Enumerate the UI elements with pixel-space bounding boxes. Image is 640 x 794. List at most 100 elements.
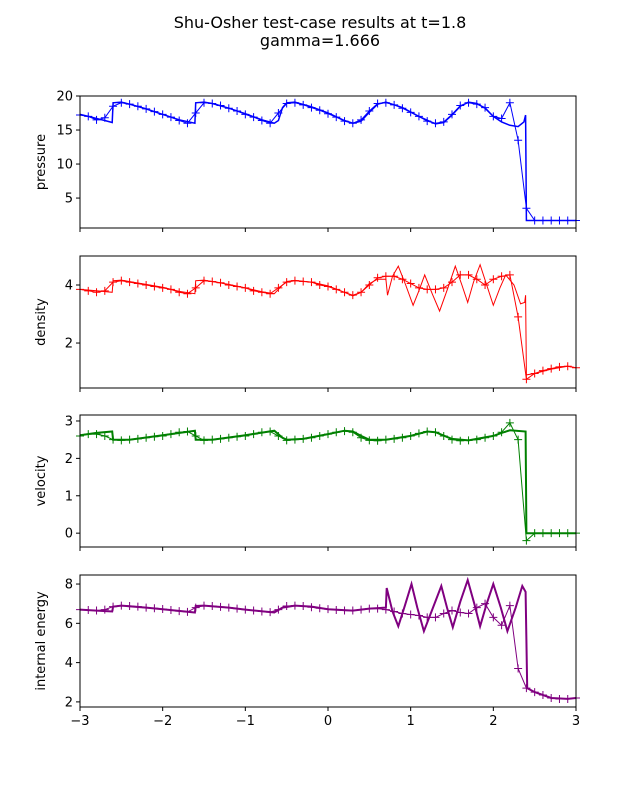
data-point-marker [84, 430, 93, 439]
data-point-marker [183, 289, 192, 298]
data-point-marker [497, 428, 506, 437]
data-point-marker [398, 433, 407, 442]
data-point-marker [233, 432, 242, 441]
x-tick-label: −2 [153, 714, 172, 729]
data-point-marker [282, 436, 291, 445]
data-point-marker [373, 273, 382, 282]
data-point-marker [505, 601, 514, 610]
data-point-marker [538, 691, 547, 700]
data-point-marker [505, 98, 514, 107]
data-point-marker [100, 431, 109, 440]
data-point-marker [133, 279, 142, 288]
chart-subtitle: gamma=1.666 [259, 31, 381, 50]
y-tick-label: 6 [65, 617, 73, 632]
data-point-marker [406, 279, 415, 288]
data-point-marker [514, 435, 523, 444]
data-point-marker [530, 216, 539, 225]
data-point-marker [299, 277, 308, 286]
data-point-marker [497, 621, 506, 630]
data-point-marker [348, 428, 357, 437]
data-point-marker [142, 281, 151, 290]
data-point-marker [133, 102, 142, 111]
data-point-marker [216, 434, 225, 443]
data-point-marker [92, 115, 101, 124]
data-point-marker [133, 602, 142, 611]
data-point-marker [208, 602, 217, 611]
data-point-marker [117, 436, 126, 445]
data-point-marker [340, 427, 349, 436]
data-point-marker [538, 216, 547, 225]
data-point-marker [150, 107, 159, 116]
data-point-marker [555, 694, 564, 703]
data-point-marker [514, 136, 523, 145]
data-point-marker [497, 114, 506, 123]
data-point-marker [398, 275, 407, 284]
data-point-marker [538, 366, 547, 375]
axes-frame [79, 574, 577, 708]
data-point-marker [547, 693, 556, 702]
data-point-marker [257, 288, 266, 297]
data-point-marker [464, 436, 473, 445]
data-point-marker [183, 427, 192, 436]
data-point-marker [373, 99, 382, 108]
data-point-marker [547, 364, 556, 373]
data-point-marker [563, 362, 572, 371]
data-point-marker [290, 601, 299, 610]
data-point-marker [414, 429, 423, 438]
data-point-marker [224, 104, 233, 113]
data-point-marker [324, 430, 332, 439]
data-point-marker [547, 216, 556, 225]
data-point-marker [489, 275, 498, 284]
data-point-marker [324, 605, 332, 614]
data-point-marker [158, 604, 167, 613]
data-point-marker [357, 433, 366, 442]
data-point-marker [257, 428, 266, 437]
x-tick-label: 0 [324, 714, 332, 729]
data-point-marker [200, 601, 208, 610]
data-point-marker [481, 103, 490, 112]
data-point-marker [547, 529, 556, 538]
data-point-marker [398, 104, 407, 113]
data-point-marker [414, 112, 423, 121]
data-point-marker [241, 110, 250, 119]
data-point-marker [307, 103, 316, 112]
data-point-marker [282, 99, 291, 108]
data-point-marker [191, 603, 200, 612]
data-point-marker [563, 529, 572, 538]
data-point-marker [290, 435, 299, 444]
data-point-marker [357, 115, 366, 124]
data-point-marker [390, 272, 399, 281]
data-point-marker [216, 101, 225, 110]
data-point-marker [92, 288, 101, 297]
data-point-marker [439, 431, 448, 440]
data-point-marker [241, 283, 250, 292]
data-point-marker [233, 106, 242, 115]
data-point-marker [464, 609, 473, 618]
data-point-marker [431, 285, 440, 294]
data-point-marker [274, 431, 283, 440]
data-point-marker [448, 278, 456, 287]
data-point-marker [365, 106, 374, 115]
data-point-marker [315, 431, 324, 440]
y-tick-label: 2 [65, 695, 73, 710]
data-point-marker [208, 277, 217, 286]
data-point-marker [183, 607, 192, 616]
data-point-marker [166, 113, 175, 122]
data-point-marker [439, 283, 448, 292]
data-point-marker [208, 435, 217, 444]
x-tick-label: 3 [572, 714, 580, 729]
data-point-marker [216, 278, 225, 287]
data-point-marker [233, 282, 242, 291]
data-point-marker [142, 603, 151, 612]
data-point-marker [439, 609, 448, 618]
data-point-marker [414, 611, 423, 620]
data-point-marker [158, 110, 167, 119]
y-tick-label: 10 [56, 158, 73, 173]
reference-line [80, 429, 576, 535]
y-tick-label: 4 [65, 656, 73, 671]
data-point-marker [530, 688, 539, 697]
data-point-marker [315, 604, 324, 613]
data-point-marker [117, 276, 126, 285]
data-point-marker [390, 607, 399, 616]
